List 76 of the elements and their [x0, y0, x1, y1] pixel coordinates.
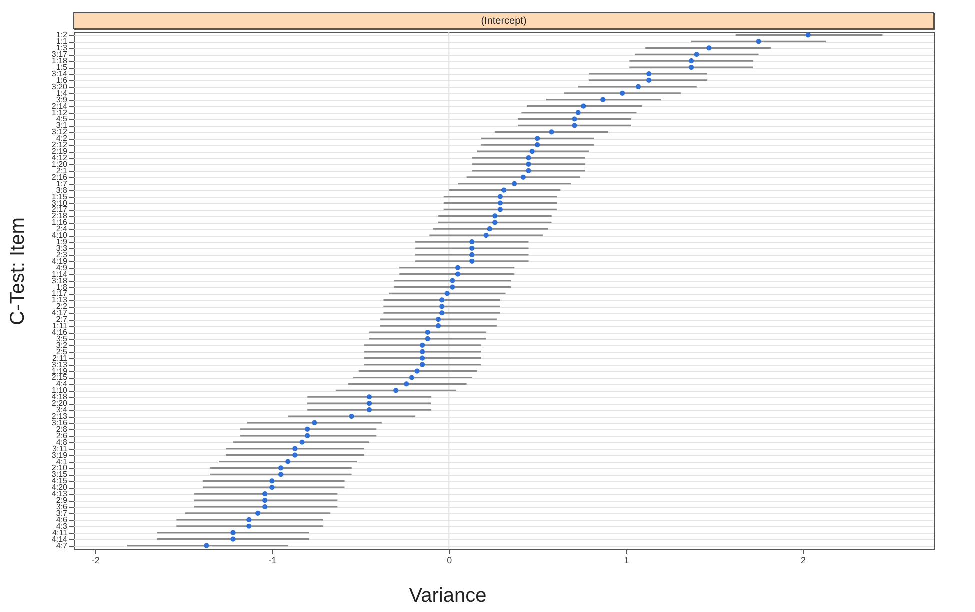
y-tick-label: 1:4 — [56, 88, 68, 98]
x-tick-label: -2 — [92, 556, 100, 566]
y-tick-label: 1:12 — [52, 108, 68, 118]
y-tick-label: 2:2 — [56, 302, 68, 312]
y-tick-label: 4:5 — [56, 114, 68, 124]
y-tick-label: 3:4 — [56, 406, 68, 415]
y-tick-label: 1:11 — [52, 322, 68, 331]
y-tick-label: 3:13 — [52, 360, 68, 370]
y-tick-label: 3:20 — [52, 82, 68, 92]
y-tick-label: 2:6 — [56, 431, 68, 440]
y-tick-label: 3:10 — [52, 198, 68, 208]
y-tick-label: 2:16 — [52, 172, 68, 182]
y-tick-label: 3:15 — [52, 470, 68, 480]
x-axis-title: Variance — [409, 585, 487, 607]
y-tick-label: 4:7 — [56, 541, 68, 550]
y-tick-label: 1:17 — [52, 289, 68, 298]
y-tick-label: 1:10 — [52, 386, 68, 396]
y-tick-label: 1:7 — [56, 179, 68, 188]
y-tick-label: 4:2 — [56, 134, 68, 144]
y-tick-label: 4:11 — [52, 528, 68, 538]
x-tick-label: 1 — [624, 556, 630, 566]
y-tick-label: 1:15 — [52, 192, 68, 202]
y-tick-label: 2:20 — [52, 399, 68, 408]
y-tick-label: 4:14 — [52, 534, 68, 544]
y-tick-label: 1:3 — [56, 44, 68, 53]
y-tick-label: 2:1 — [56, 166, 68, 176]
y-tick-label: 4:15 — [52, 476, 68, 486]
y-tick-label: 4:13 — [52, 490, 68, 499]
y-tick-label: 4:19 — [52, 256, 68, 266]
y-tick-label: 3:18 — [52, 276, 68, 286]
y-tick-label: 3:7 — [56, 508, 68, 518]
y-tick-label: 1:16 — [52, 218, 68, 228]
chart-title: (Intercept) — [481, 16, 527, 27]
y-tick-label: 3:19 — [52, 450, 68, 460]
y-tick-label: 3:8 — [56, 186, 68, 195]
y-tick-label: 1:18 — [52, 56, 68, 66]
y-tick-label: 4:17 — [52, 308, 68, 318]
y-tick-label: 2:3 — [56, 250, 68, 260]
y-tick-label: 2:15 — [52, 373, 68, 382]
y-tick-label: 4:6 — [56, 515, 68, 524]
y-tick-label: 4:20 — [52, 483, 68, 492]
y-tick-label: 4:8 — [56, 438, 68, 447]
y-tick-label: 1:8 — [56, 282, 68, 292]
y-tick-label: 2:14 — [52, 102, 68, 111]
x-tick-label: 2 — [801, 556, 806, 566]
x-tick-label: -1 — [268, 556, 277, 566]
x-tick-label: 0 — [447, 556, 452, 566]
y-tick-label: 2:19 — [52, 147, 68, 156]
y-tick-label: 4:18 — [52, 392, 68, 402]
y-tick-label: 2:7 — [56, 315, 68, 324]
y-tick-label: 2:12 — [52, 140, 68, 150]
y-tick-label: 2:4 — [56, 224, 68, 234]
y-tick-label: 2:17 — [52, 205, 68, 214]
y-tick-label: 3:17 — [52, 50, 68, 60]
y-tick-label: 3:11 — [52, 444, 68, 454]
y-tick-label: 3:9 — [56, 95, 68, 104]
y-tick-label: 4:1 — [56, 457, 68, 466]
y-tick-label: 4:10 — [52, 231, 68, 240]
y-tick-label: 2:10 — [52, 464, 68, 473]
y-tick-label: 3:12 — [52, 128, 68, 137]
y-tick-label: 2:5 — [56, 347, 68, 356]
y-tick-label: 4:9 — [56, 263, 68, 272]
y-tick-label: 3:2 — [56, 340, 68, 350]
y-tick-label: 2:18 — [52, 212, 68, 221]
y-tick-label: 1:13 — [52, 296, 68, 305]
y-axis-title: C-Test: Item — [7, 218, 29, 326]
y-tick-label: 1:19 — [52, 366, 68, 376]
y-tick-label: 1:5 — [56, 63, 68, 72]
y-tick-label: 3:1 — [56, 121, 68, 130]
y-tick-label: 4:4 — [56, 380, 68, 389]
y-tick-label: 1:2 — [56, 30, 68, 40]
y-tick-label: 4:3 — [56, 522, 68, 531]
y-tick-label: 1:14 — [52, 270, 68, 279]
y-tick-label: 2:11 — [52, 354, 68, 363]
y-tick-label: 1:1 — [56, 37, 68, 46]
y-tick-label: 2:8 — [56, 424, 68, 434]
